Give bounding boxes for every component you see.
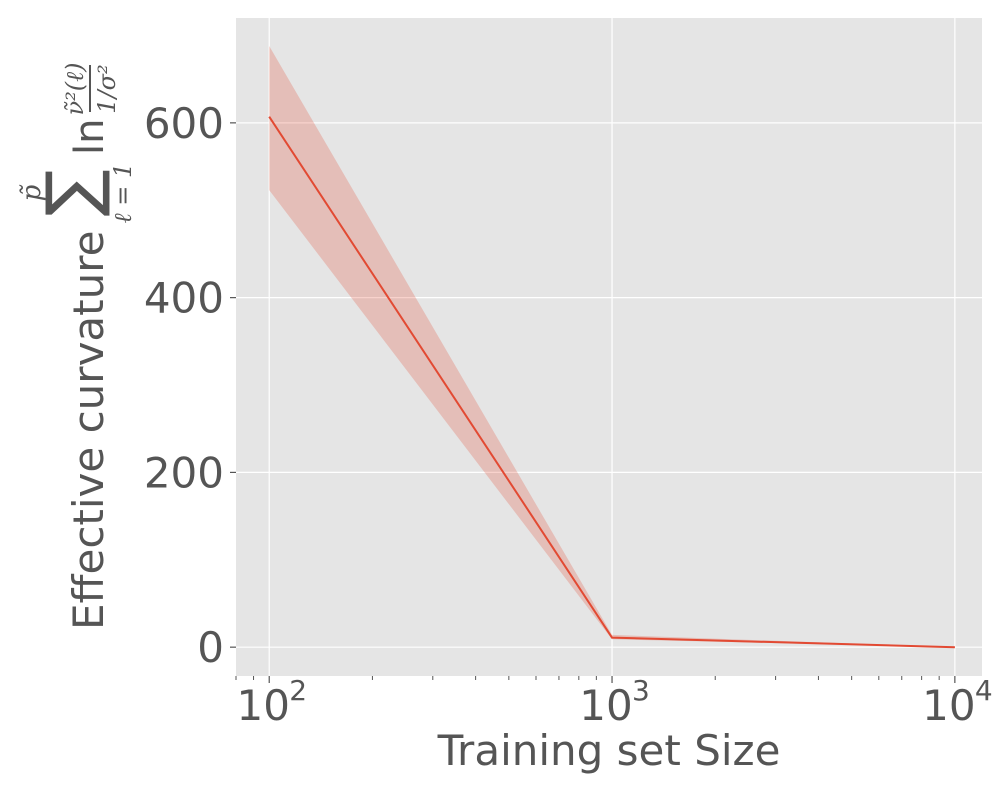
y-tick-label-2: 400 [144,274,224,323]
x-axis-label: Training set Size [437,726,781,775]
y-label-ln: ln [67,119,113,155]
x-axis-ticks: 10 2 10 3 10 4 [236,674,992,730]
y-axis-label-group: Effective curvature p̃ ∑ ℓ = 1 ln ν̃²(ℓ)… [17,63,137,630]
grid-lines [236,18,982,676]
y-label-numerator: ν̃²(ℓ) [61,63,89,116]
y-axis-ticks: 0 200 400 600 [144,99,236,672]
series-line [268,116,955,649]
y-tick-label-0: 0 [197,623,224,672]
y-tick-label-1: 200 [144,448,224,497]
x-tick-label-1: 10 [579,681,632,730]
y-label-sum-upper: p̃ [17,184,47,201]
x-tick-exponent-1: 3 [632,674,650,707]
y-tick-label-3: 600 [144,99,224,148]
x-tick-exponent-2: 4 [975,674,993,707]
y-label-sum-lower: ℓ = 1 [109,163,137,224]
x-tick-label-2: 10 [922,681,975,730]
x-tick-exponent-0: 2 [289,674,307,707]
plot-background [236,18,982,676]
y-label-sum-symbol: ∑ [31,169,113,216]
confidence-band [269,46,955,648]
y-axis-label: Effective curvature [64,231,113,630]
y-label-denominator: 1/σ² [93,64,121,113]
x-tick-label-0: 10 [236,681,289,730]
minor-ticks [235,676,940,680]
